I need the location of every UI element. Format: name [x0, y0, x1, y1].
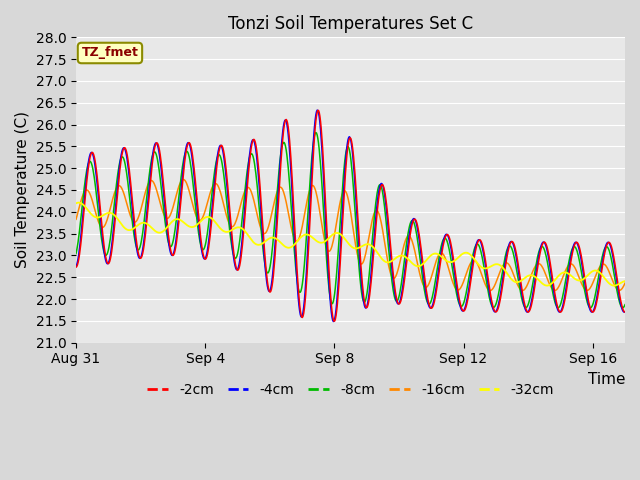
Y-axis label: Soil Temperature (C): Soil Temperature (C) — [15, 111, 30, 268]
Title: Tonzi Soil Temperatures Set C: Tonzi Soil Temperatures Set C — [228, 15, 473, 33]
Text: TZ_fmet: TZ_fmet — [81, 47, 138, 60]
X-axis label: Time: Time — [588, 372, 625, 387]
Legend: -2cm, -4cm, -8cm, -16cm, -32cm: -2cm, -4cm, -8cm, -16cm, -32cm — [141, 378, 559, 403]
